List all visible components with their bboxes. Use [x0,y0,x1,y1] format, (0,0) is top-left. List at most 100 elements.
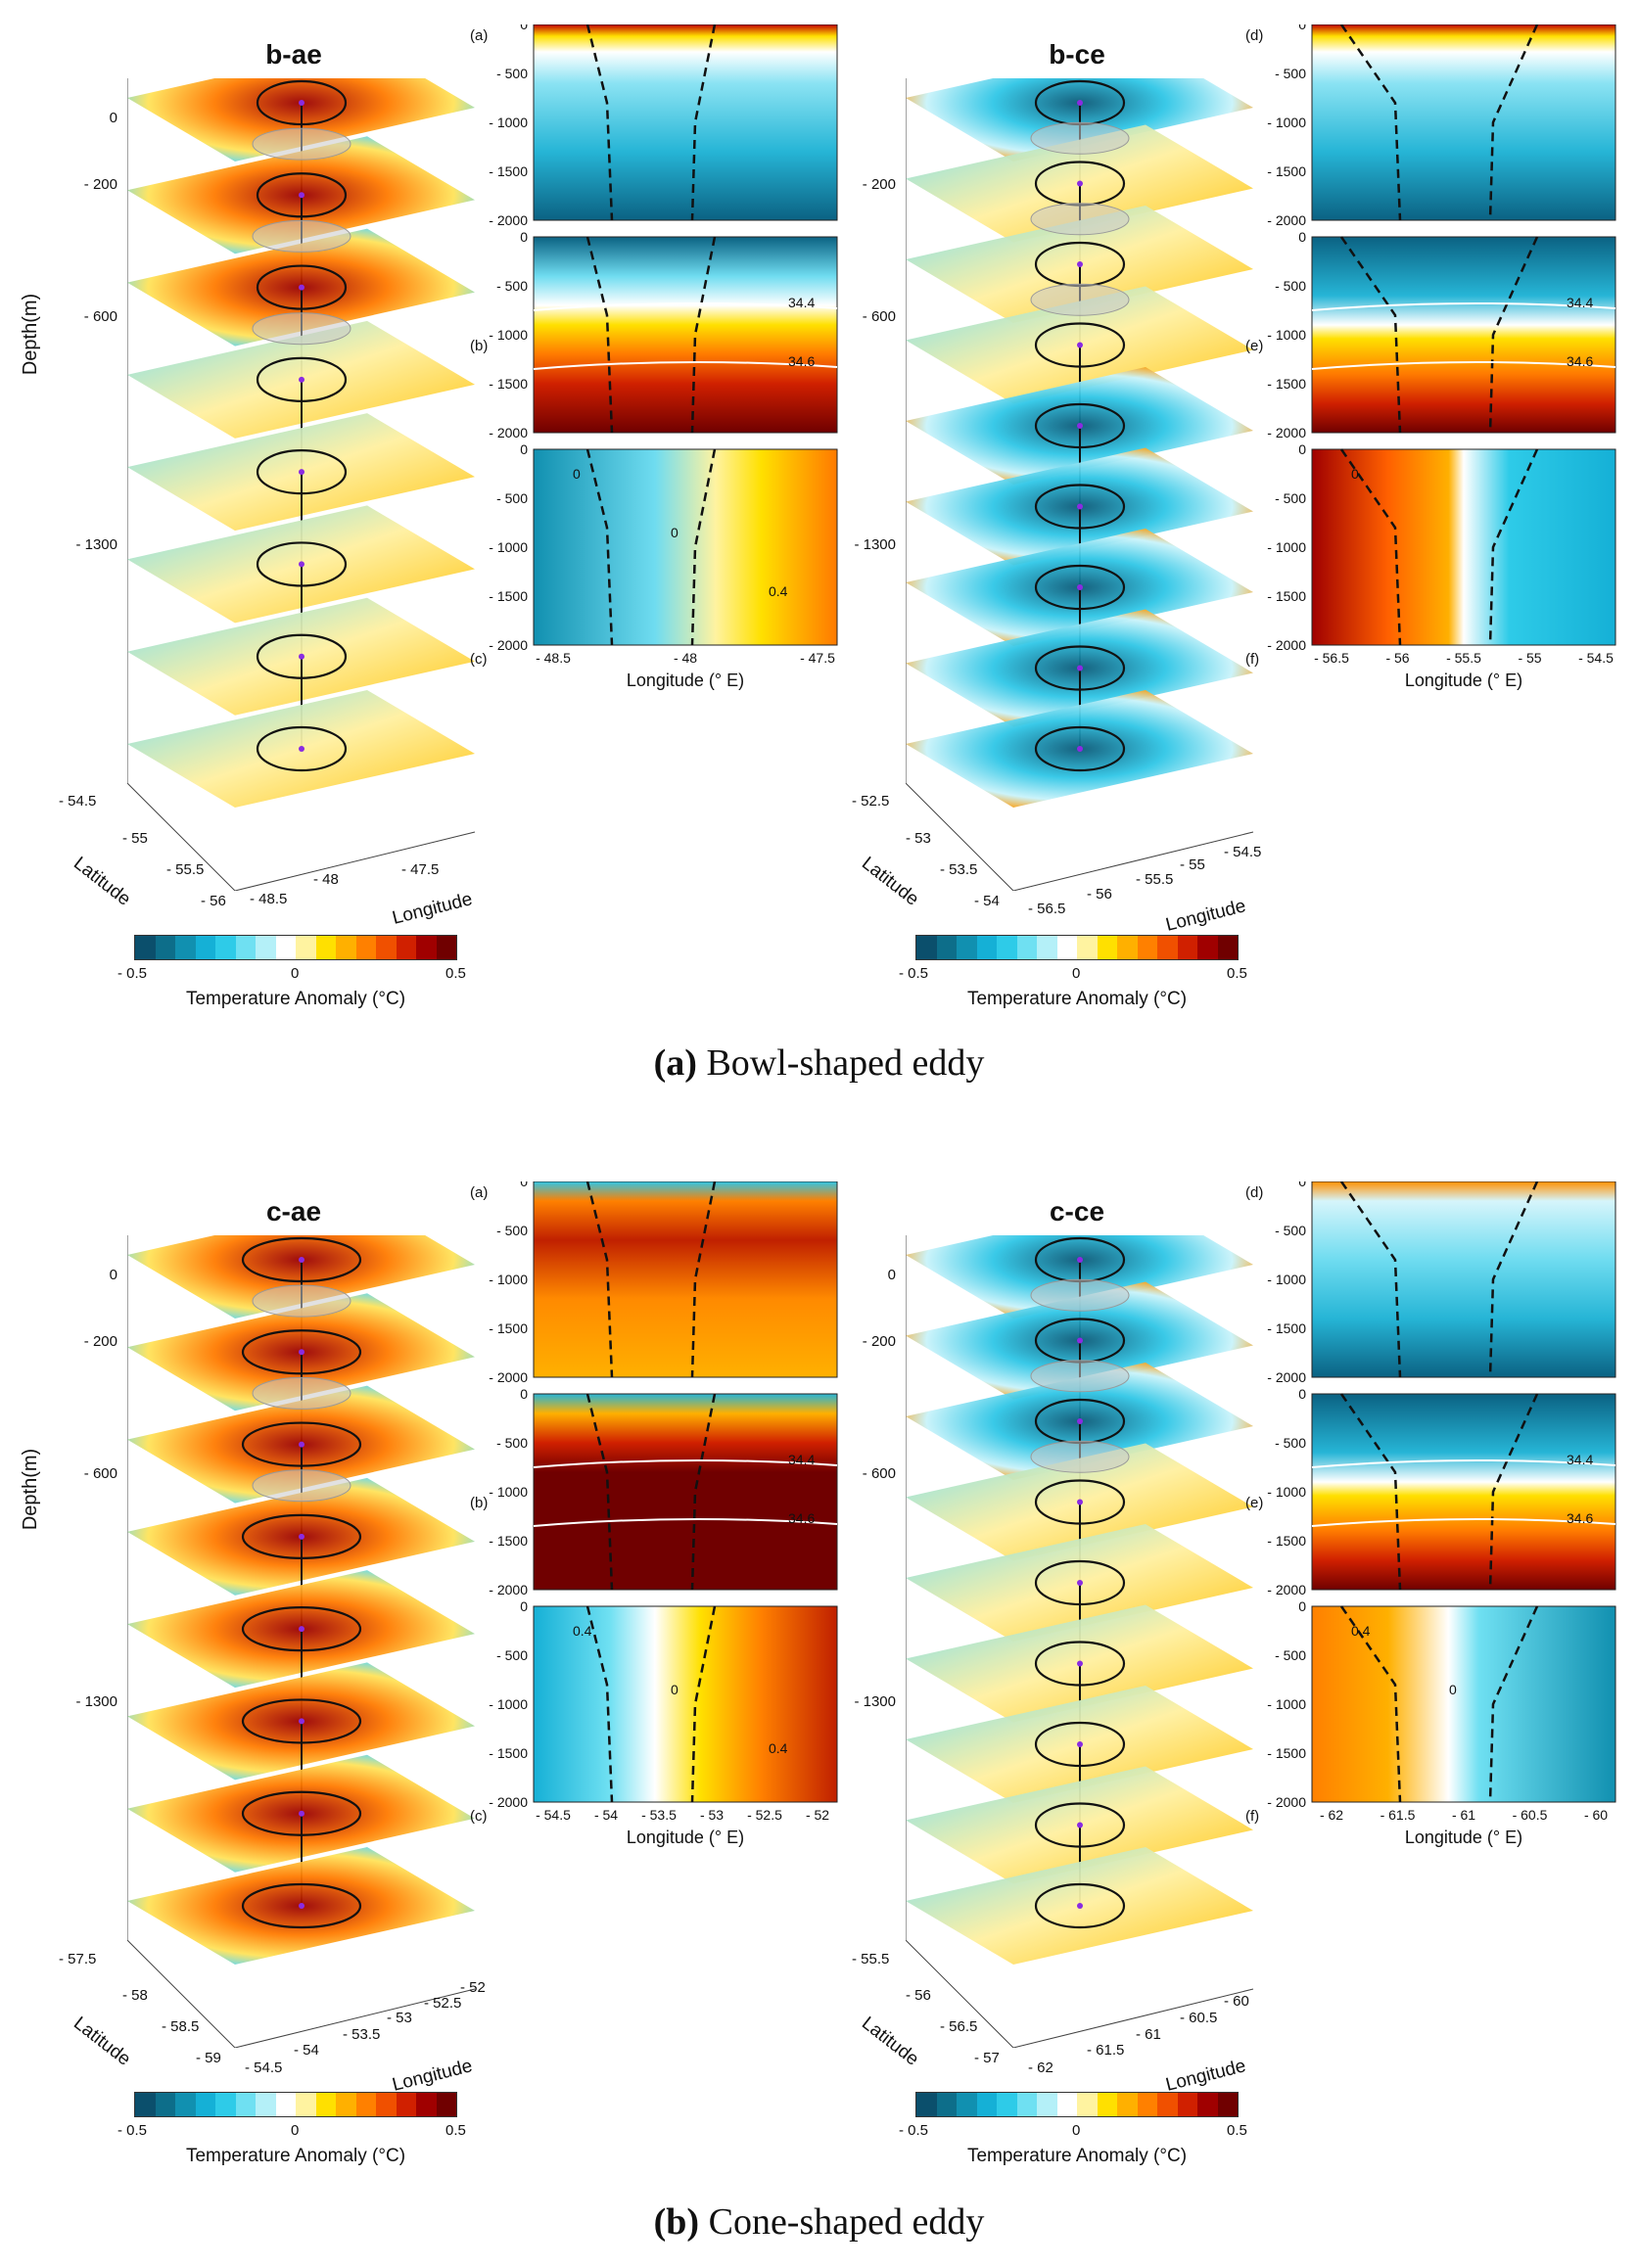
colorbar-swatch [1056,2093,1077,2116]
stack-title: b-ae [265,39,322,69]
depth-tick: - 2000 [489,1794,528,1810]
transparent-disc [1030,1278,1130,1312]
lon-axis-line [1012,1988,1254,2048]
eddy-edge-dashed [690,1605,717,1803]
depth-tick: 0 [887,1267,896,1283]
colorbar-swatch [296,936,316,959]
eddy-center-marker [1077,665,1083,671]
eddy-edge-dashed [1339,236,1402,434]
depth-tick: 0 [520,1598,528,1614]
colorbar-swatch [235,936,256,959]
lon-tick: - 53 [700,1807,724,1823]
lat-tick: - 57 [974,2050,1000,2066]
lon-axis-line [234,1988,476,2048]
eddy-center-marker [1077,1257,1083,1263]
colorbar-swatch [296,2093,316,2116]
lon-tick: - 52.5 [424,1995,462,2012]
eddy-3d-stack [127,78,476,891]
lon-tick: - 54.5 [1578,650,1614,666]
depth-tick: - 1000 [489,327,528,343]
lon-tick: - 55.5 [1136,871,1174,888]
colorbar-swatch [1016,2093,1037,2116]
caption-text: Cone-shaped eddy [699,2201,985,2243]
depth-tick: 0 [1298,441,1306,457]
depth-tick: - 500 [496,1435,528,1451]
depth-tick: - 1000 [1267,327,1306,343]
eddy-edge-dashed [1339,24,1402,221]
depth-tick: 0 [1298,24,1306,32]
colorbar-swatch [155,936,175,959]
eddy-edge-dashed [690,236,717,434]
colorbar-swatch [957,936,977,959]
depth-tick: - 1500 [1267,1320,1306,1336]
stack-title: c-ce [1049,1196,1105,1227]
depth-tick: - 1000 [1267,1696,1306,1712]
eddy-center-marker [1077,100,1083,106]
depth-tick: - 1000 [489,1272,528,1287]
eddy-center-marker [1077,1337,1083,1344]
eddy-center-marker [299,1441,304,1448]
eddy-edge-dashed [1488,1393,1539,1591]
colorbar-mid: 0 [291,965,300,982]
colorbar-swatch [275,2093,296,2116]
colorbar-swatch [355,2093,376,2116]
stack-title: b-ce [1049,39,1105,69]
colorbar-swatch [916,936,937,959]
colorbar-max: 0.5 [445,2122,466,2139]
salinity-contour [533,301,838,311]
colorbar-swatch [1117,2093,1138,2116]
colorbar-min: - 0.5 [899,965,929,982]
caption-letter: (a) [653,1042,697,1084]
depth-tick: - 1000 [489,1484,528,1500]
depth-tick: - 1000 [489,115,528,130]
contour-label: 34.6 [1567,353,1593,369]
colorbar-swatch [256,2093,276,2116]
section-panel [1311,1181,1616,1378]
salinity-contour [1311,301,1616,311]
depth-tick: - 1000 [1267,1484,1306,1500]
transparent-disc [252,127,351,161]
eddy-center-marker [299,561,304,568]
eddy-edge-dashed [1488,448,1539,646]
depth-tick: - 1300 [75,536,117,553]
eddy-edge-dashed [585,236,614,434]
contour-label: 0 [1449,1682,1457,1697]
salinity-contour [533,1458,838,1468]
eddy-center-marker [299,1810,304,1817]
lon-tick: - 52.5 [747,1807,782,1823]
lon-tick: - 56 [1087,886,1112,903]
depth-tick: 0 [520,1386,528,1402]
panel-label: (d) [1245,27,1264,44]
eddy-center-marker [299,284,304,291]
colorbar-swatch [1037,2093,1057,2116]
colorbar [915,935,1239,960]
lat-tick: - 53.5 [940,861,978,878]
colorbar-swatch [396,2093,416,2116]
colorbar-swatch [1056,936,1077,959]
eddy-center-marker [299,1903,304,1909]
eddy-boundary [1034,725,1126,772]
eddy-edge-dashed [690,1393,717,1591]
depth-tick: - 1000 [489,1696,528,1712]
colorbar-title: Temperature Anomaly (°C) [185,2146,406,2166]
colorbar-mid: 0 [291,2122,300,2139]
eddy-center-marker [299,746,304,752]
colorbar-swatch [997,936,1017,959]
colorbar-swatch [1137,936,1157,959]
eddy-center-marker [1077,503,1083,510]
contour-label: 0.4 [769,1740,788,1756]
colorbar-swatch [997,2093,1017,2116]
depth-tick: - 2000 [1267,637,1306,653]
lon-tick: - 48 [674,650,697,666]
depth-tick: 0 [520,229,528,245]
eddy-boundary [241,1882,362,1929]
eddy-center-marker [1077,1741,1083,1747]
depth-axis-label: Depth(m) [20,1448,42,1531]
eddy-edge-dashed [690,448,717,646]
section-panel [1311,448,1616,646]
colorbar-swatch [436,936,456,959]
eddy-edge-dashed [690,24,717,221]
contour-label: 34.6 [788,353,815,369]
transparent-disc [252,1284,351,1318]
